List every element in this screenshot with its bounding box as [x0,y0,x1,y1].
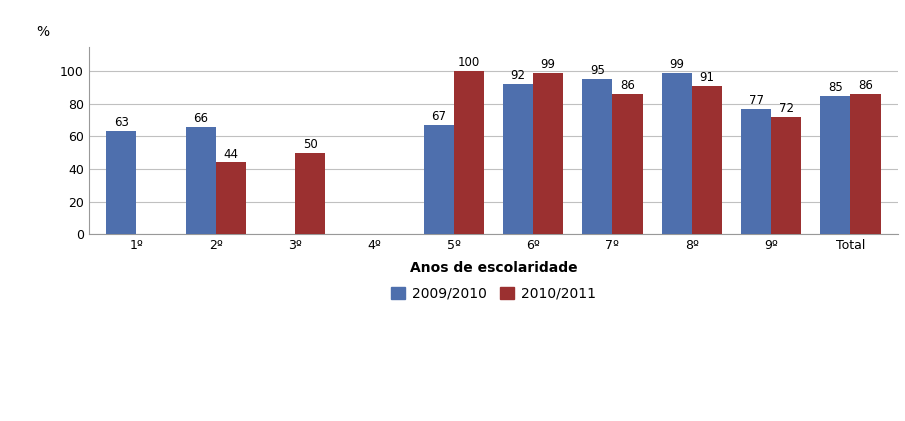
Bar [215,163,246,234]
Text: 99: 99 [669,58,684,71]
Text: 44: 44 [224,147,238,160]
Text: 92: 92 [510,69,526,82]
Text: 100: 100 [458,56,480,69]
Bar [691,86,722,234]
Text: %: % [36,25,49,39]
Bar [613,94,643,234]
Text: 67: 67 [431,110,446,123]
X-axis label: Anos de escolaridade: Anos de escolaridade [410,261,577,274]
Text: 66: 66 [193,112,208,125]
Bar [582,79,613,234]
Bar [106,131,137,234]
Bar [820,96,851,234]
Bar [771,117,801,234]
Legend: 2009/2010, 2010/2011: 2009/2010, 2010/2011 [386,281,602,306]
Text: 86: 86 [858,79,873,92]
Text: 99: 99 [540,58,556,71]
Text: 95: 95 [590,64,605,77]
Text: 91: 91 [700,71,714,84]
Bar [424,125,453,234]
Bar [741,109,771,234]
Text: 86: 86 [620,79,635,92]
Text: 77: 77 [748,93,764,107]
Text: 85: 85 [828,80,843,93]
Bar [503,84,533,234]
Bar [295,153,325,234]
Bar [186,127,215,234]
Text: 50: 50 [303,138,318,151]
Bar [851,94,881,234]
Text: 63: 63 [114,117,129,130]
Bar [533,73,563,234]
Bar [662,73,691,234]
Text: 72: 72 [778,102,794,115]
Bar [453,71,484,234]
